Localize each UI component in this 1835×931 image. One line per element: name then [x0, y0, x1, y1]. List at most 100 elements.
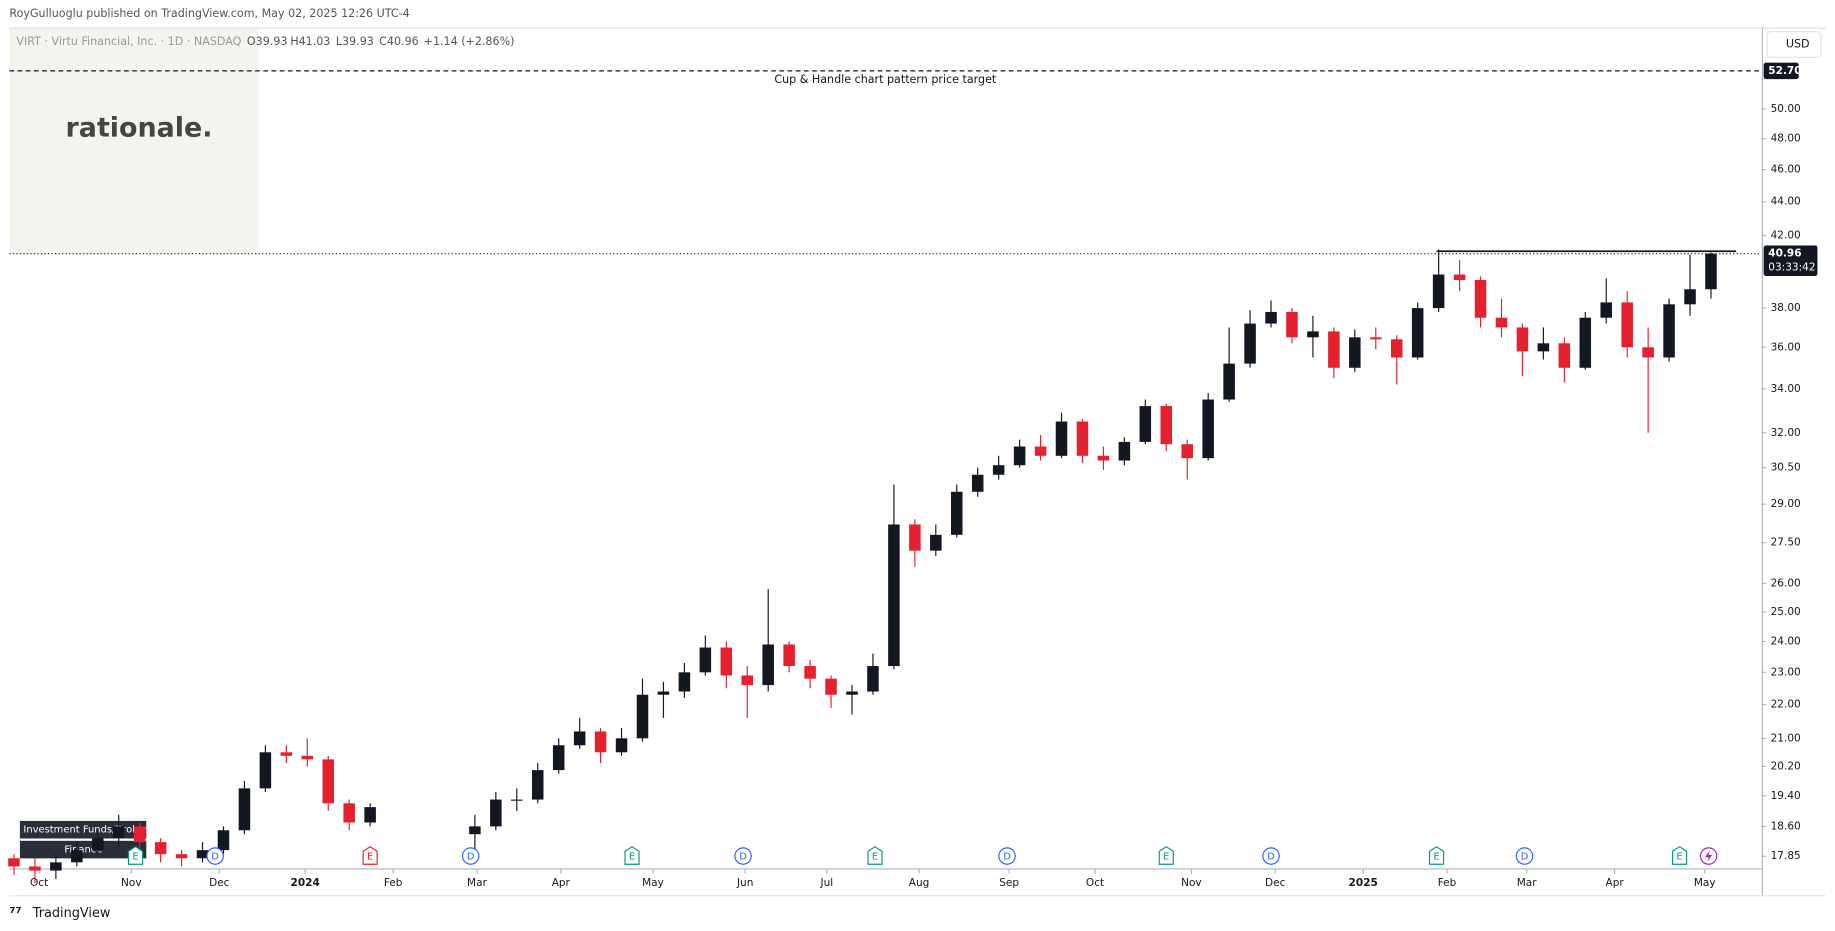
event-label: E	[629, 852, 635, 863]
x-tick-label: May	[1694, 877, 1716, 889]
candle-body	[636, 694, 649, 739]
earnings-marker[interactable]	[867, 845, 883, 865]
candle-body	[133, 826, 146, 843]
candle-body	[1055, 421, 1068, 456]
currency: USD	[1786, 37, 1810, 50]
candle-body	[490, 799, 502, 827]
x-tick-label: Dec	[1265, 877, 1286, 889]
x-tick-label: Jul	[820, 877, 834, 889]
y-tick-label: 36.00	[1771, 341, 1801, 353]
earnings-marker[interactable]	[127, 845, 144, 865]
countdown: 03:33:42	[1768, 262, 1815, 274]
y-tick-label: 20.20	[1771, 761, 1801, 773]
candle-body	[280, 752, 293, 756]
ohlc-high: H41.03	[290, 35, 330, 48]
symbol-line: VIRT · Virtu Financial, Inc. · 1D · NASD…	[16, 35, 514, 48]
y-tick-label: 24.00	[1771, 635, 1801, 647]
candle-body	[1013, 446, 1026, 466]
candle-body	[1411, 308, 1424, 358]
event-label: E	[1433, 852, 1439, 863]
x-tick-label: 2024	[291, 877, 320, 889]
y-tick-label: 25.00	[1771, 606, 1801, 618]
candle-body	[175, 854, 188, 859]
candle-body	[762, 644, 774, 686]
y-tick-label: 42.00	[1771, 229, 1801, 241]
dividend-marker[interactable]	[1515, 847, 1534, 865]
dividend-marker[interactable]	[998, 847, 1016, 865]
x-tick-label: Nov	[1181, 877, 1202, 889]
x-tick-label: Aug	[909, 877, 930, 889]
candle-body	[50, 862, 62, 871]
candle-body	[238, 788, 251, 831]
candle-body	[1684, 289, 1696, 305]
event-label: E	[1163, 852, 1169, 863]
candle-body	[217, 830, 230, 851]
y-tick-label: 30.50	[1771, 462, 1801, 474]
symbol: VIRT · Virtu Financial, Inc. · 1D · NASD…	[16, 35, 241, 48]
y-tick-label: 48.00	[1771, 133, 1801, 145]
candle-body	[1600, 302, 1612, 318]
dividend-marker[interactable]	[1262, 847, 1280, 865]
candle-body	[469, 826, 481, 835]
y-tick-label: 26.00	[1771, 577, 1801, 589]
lightning-event[interactable]	[1699, 847, 1718, 865]
candle-body	[364, 807, 376, 823]
candle-body	[1453, 274, 1466, 281]
candle-body	[1223, 363, 1235, 400]
candle-body	[1181, 444, 1193, 459]
candle-body	[1307, 331, 1319, 338]
dividend-marker[interactable]	[734, 847, 752, 865]
earnings-marker[interactable]	[1671, 845, 1688, 865]
ohlc-open: O39.93	[247, 35, 288, 48]
currency-box[interactable]	[1766, 31, 1822, 58]
badge-text: Investment Funds/Brokers	[23, 825, 153, 836]
dividend-marker[interactable]	[206, 847, 224, 865]
dividend-marker[interactable]	[461, 847, 480, 865]
candle-body	[678, 672, 691, 692]
x-tick-label: Feb	[1438, 877, 1457, 889]
y-tick-label: 21.00	[1771, 732, 1801, 744]
y-tick-label: 34.00	[1771, 383, 1801, 395]
candle-body	[1349, 337, 1361, 368]
target-label: 52.70	[1768, 65, 1801, 77]
candle-body	[699, 647, 712, 673]
candle-body	[1537, 343, 1550, 352]
target-label-box	[1763, 62, 1799, 80]
candle-body	[1516, 327, 1529, 352]
candle-body	[196, 850, 209, 859]
candle-body	[1139, 406, 1152, 442]
earnings-marker[interactable]	[1158, 845, 1174, 865]
candle-body	[573, 731, 586, 746]
y-tick-label: 46.00	[1771, 164, 1801, 176]
earnings-marker[interactable]	[1428, 845, 1445, 865]
candle-body	[112, 826, 125, 839]
candle-body	[992, 465, 1005, 475]
y-tick-label: 38.00	[1771, 302, 1801, 314]
candle-body	[867, 666, 879, 692]
candle-body	[1558, 343, 1571, 368]
tv-mark: ⁷⁷	[9, 905, 21, 921]
y-tick-label: 19.40	[1771, 790, 1801, 802]
candle-body	[888, 524, 900, 667]
badge	[19, 840, 147, 859]
earnings-marker[interactable]	[624, 845, 640, 865]
event-label: E	[367, 852, 373, 863]
event-label: E	[1676, 852, 1682, 863]
ohlc-close: C40.96	[379, 35, 419, 48]
event-label: E	[872, 852, 878, 863]
logo-panel	[9, 28, 259, 255]
candle-body	[259, 752, 272, 789]
event-label: D	[467, 852, 475, 863]
candle-body	[343, 803, 355, 823]
candle-body	[971, 474, 984, 492]
candle-body	[846, 691, 858, 695]
y-tick-label: 23.00	[1771, 666, 1801, 678]
x-tick-label: Oct	[1086, 877, 1104, 889]
logo: rationale.	[66, 112, 213, 143]
earnings-marker[interactable]	[362, 845, 378, 865]
candle-body	[1286, 311, 1298, 338]
candle-body	[1118, 441, 1131, 461]
candle-body	[301, 755, 314, 760]
